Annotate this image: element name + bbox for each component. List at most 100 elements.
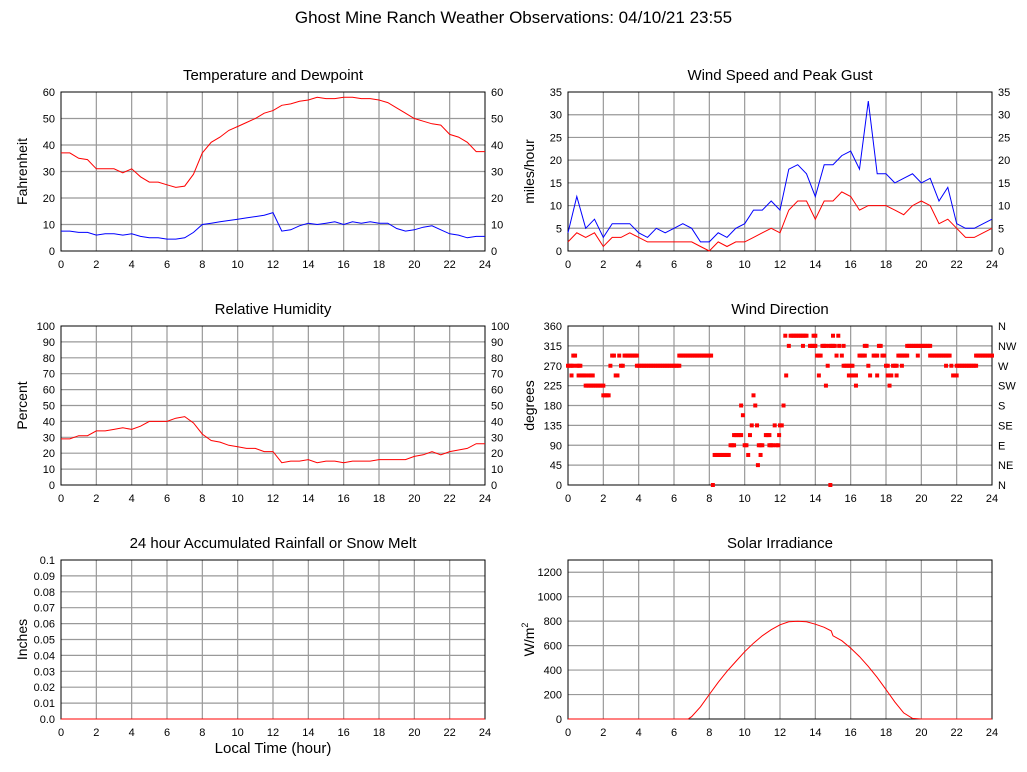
wind-direction-point bbox=[813, 333, 818, 338]
wind-direction-point bbox=[853, 373, 858, 378]
wind-direction-point bbox=[813, 343, 818, 348]
x-tick-label: 4 bbox=[129, 493, 135, 505]
wind-direction-point bbox=[569, 373, 574, 378]
right-tick-label: 100 bbox=[491, 321, 509, 333]
y-tick-label: 360 bbox=[544, 321, 562, 333]
x-tick-label: 16 bbox=[845, 727, 857, 739]
wind-direction-point bbox=[781, 403, 786, 408]
x-tick-label: 4 bbox=[636, 259, 642, 271]
right-tick-label: 60 bbox=[491, 385, 503, 397]
x-tick-label: 0 bbox=[565, 493, 571, 505]
right-tick-label: 20 bbox=[491, 193, 503, 205]
x-tick-label: 24 bbox=[479, 259, 491, 271]
y-tick-label: 60 bbox=[43, 87, 55, 99]
x-tick-label: 12 bbox=[774, 493, 786, 505]
plot-frame bbox=[567, 325, 993, 486]
y-tick-label: 0.06 bbox=[34, 619, 55, 631]
wind-direction-point bbox=[825, 363, 830, 368]
series-line-0 bbox=[568, 620, 992, 720]
y-tick-label: 40 bbox=[43, 140, 55, 152]
x-tick-label: 20 bbox=[408, 259, 420, 271]
y-tick-label: 0.0 bbox=[40, 714, 55, 726]
y-tick-label: 50 bbox=[43, 401, 55, 413]
y-tick-label: 400 bbox=[544, 665, 562, 677]
right-tick-label: E bbox=[998, 440, 1005, 452]
x-tick-label: 22 bbox=[444, 727, 456, 739]
y-tick-label: 0.01 bbox=[34, 698, 55, 710]
x-tick-label: 24 bbox=[986, 259, 998, 271]
right-tick-label: 10 bbox=[998, 201, 1010, 213]
wind-direction-point bbox=[583, 373, 588, 378]
x-tick-label: 16 bbox=[845, 493, 857, 505]
right-tick-label: 50 bbox=[491, 401, 503, 413]
plot-frame bbox=[60, 325, 486, 486]
wind-direction-point bbox=[823, 343, 828, 348]
wind-direction-point bbox=[878, 343, 883, 348]
right-tick-label: SE bbox=[998, 420, 1013, 432]
y-tick-label: 0.04 bbox=[34, 650, 55, 662]
x-tick-label: 12 bbox=[267, 493, 279, 505]
right-tick-label: SW bbox=[998, 381, 1016, 393]
x-tick-label: 2 bbox=[93, 259, 99, 271]
x-tick-label: 14 bbox=[809, 727, 821, 739]
wind-direction-point bbox=[611, 353, 616, 358]
y-tick-label: 20 bbox=[550, 155, 562, 167]
wind-direction-point bbox=[677, 363, 682, 368]
main-title: Ghost Mine Ranch Weather Observations: 0… bbox=[294, 8, 733, 27]
y-tick-label: 800 bbox=[544, 616, 562, 628]
x-tick-label: 0 bbox=[58, 727, 64, 739]
y-tick-label: 0 bbox=[556, 480, 562, 492]
y-tick-label: 180 bbox=[544, 401, 562, 413]
right-tick-label: 5 bbox=[998, 223, 1004, 235]
y-tick-label: 5 bbox=[556, 223, 562, 235]
x-tick-label: 18 bbox=[373, 493, 385, 505]
wind-direction-point bbox=[831, 333, 835, 338]
x-tick-label: 20 bbox=[915, 727, 927, 739]
y-tick-label: 0.02 bbox=[34, 682, 55, 694]
wind-direction-point bbox=[776, 443, 781, 448]
wind-direction-point bbox=[868, 373, 873, 378]
wind-direction-point bbox=[739, 403, 744, 408]
wind-direction-point bbox=[818, 353, 823, 358]
wind-direction-point bbox=[755, 423, 760, 428]
x-tick-label: 8 bbox=[199, 493, 205, 505]
wind-direction-point bbox=[744, 443, 749, 448]
chart-title: Wind Speed and Peak Gust bbox=[687, 67, 873, 84]
y-tick-label: 315 bbox=[544, 341, 562, 353]
wind-direction-point bbox=[974, 363, 979, 368]
y-tick-label: 225 bbox=[544, 381, 562, 393]
wind-direction-point bbox=[954, 373, 959, 378]
wind-direction-point bbox=[800, 343, 805, 348]
x-tick-label: 24 bbox=[986, 493, 998, 505]
wind-direction-point bbox=[887, 383, 892, 388]
y-tick-label: 135 bbox=[544, 420, 562, 432]
y-tick-label: 20 bbox=[43, 193, 55, 205]
x-tick-label: 14 bbox=[302, 259, 314, 271]
x-tick-label: 18 bbox=[373, 259, 385, 271]
right-tick-label: 30 bbox=[998, 110, 1010, 122]
x-tick-label: 10 bbox=[232, 259, 244, 271]
wind-direction-point bbox=[928, 343, 933, 348]
y-tick-label: 270 bbox=[544, 361, 562, 373]
y-axis-label: Inches bbox=[14, 619, 30, 660]
chart-title: Wind Direction bbox=[731, 301, 829, 318]
right-tick-label: 25 bbox=[998, 132, 1010, 144]
wind-direction-point bbox=[747, 433, 752, 438]
series-line-1 bbox=[61, 211, 485, 240]
wind-direction-point bbox=[862, 353, 867, 358]
x-tick-label: 20 bbox=[915, 259, 927, 271]
wind-direction-point bbox=[885, 363, 890, 368]
right-tick-label: 30 bbox=[491, 432, 503, 444]
wind-direction-point bbox=[620, 363, 625, 368]
wind-direction-point bbox=[772, 423, 777, 428]
wind-direction-point bbox=[740, 413, 745, 418]
right-tick-label: 90 bbox=[491, 337, 503, 349]
y-tick-label: 15 bbox=[550, 178, 562, 190]
wind-direction-point bbox=[949, 363, 954, 368]
wind-direction-point bbox=[915, 353, 920, 358]
y-tick-label: 45 bbox=[550, 460, 562, 472]
